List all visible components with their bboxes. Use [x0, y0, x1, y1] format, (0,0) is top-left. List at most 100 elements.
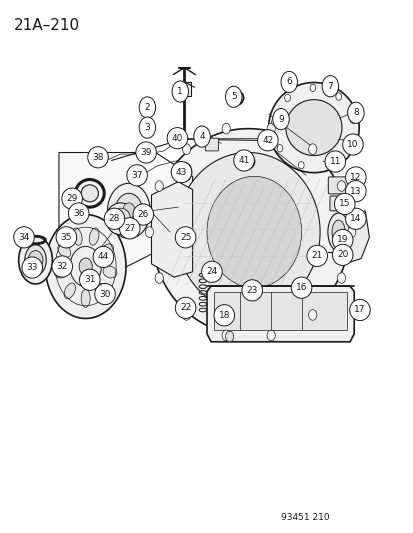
Ellipse shape	[126, 165, 147, 186]
Circle shape	[155, 181, 163, 191]
Circle shape	[345, 143, 351, 150]
Text: 22: 22	[180, 303, 191, 312]
Text: 39: 39	[140, 148, 152, 157]
Circle shape	[266, 123, 275, 134]
Circle shape	[266, 330, 275, 341]
Ellipse shape	[14, 227, 34, 248]
Circle shape	[182, 144, 190, 155]
FancyBboxPatch shape	[205, 138, 218, 151]
Circle shape	[221, 123, 230, 134]
Polygon shape	[214, 293, 346, 330]
Polygon shape	[344, 211, 368, 264]
Circle shape	[335, 93, 341, 100]
Ellipse shape	[332, 229, 352, 251]
Ellipse shape	[306, 245, 327, 266]
Text: 13: 13	[349, 187, 361, 196]
Text: 12: 12	[349, 173, 361, 182]
Text: 44: 44	[97, 253, 109, 262]
Ellipse shape	[172, 81, 188, 102]
Text: 29: 29	[66, 194, 78, 203]
FancyBboxPatch shape	[329, 196, 347, 211]
Text: 27: 27	[124, 224, 135, 233]
Ellipse shape	[93, 246, 114, 268]
Polygon shape	[59, 152, 192, 272]
Polygon shape	[151, 182, 192, 277]
Text: 36: 36	[73, 209, 84, 218]
Circle shape	[276, 118, 285, 128]
Text: 2: 2	[144, 103, 150, 112]
Text: 16: 16	[295, 283, 306, 292]
Text: 20: 20	[336, 251, 348, 260]
Ellipse shape	[257, 130, 278, 151]
FancyBboxPatch shape	[206, 266, 216, 276]
Circle shape	[225, 331, 233, 342]
Ellipse shape	[133, 204, 153, 225]
Ellipse shape	[167, 127, 187, 149]
Ellipse shape	[111, 208, 130, 229]
Ellipse shape	[139, 97, 155, 118]
Ellipse shape	[22, 257, 43, 278]
Ellipse shape	[327, 213, 349, 251]
Circle shape	[79, 258, 92, 275]
Circle shape	[122, 203, 135, 219]
Ellipse shape	[347, 102, 363, 123]
Circle shape	[176, 163, 191, 182]
Ellipse shape	[103, 266, 116, 278]
Text: 28: 28	[109, 214, 120, 223]
Text: 8: 8	[352, 108, 358, 117]
Text: 19: 19	[336, 236, 348, 245]
Ellipse shape	[72, 228, 82, 245]
Circle shape	[349, 116, 355, 124]
Circle shape	[308, 144, 316, 155]
Polygon shape	[176, 152, 319, 312]
Circle shape	[309, 84, 315, 92]
Text: 6: 6	[286, 77, 292, 86]
Text: 3: 3	[144, 123, 150, 132]
Ellipse shape	[193, 126, 210, 147]
Circle shape	[308, 310, 316, 320]
Ellipse shape	[119, 217, 140, 239]
Circle shape	[276, 144, 282, 152]
Text: 5: 5	[230, 92, 236, 101]
Text: 7: 7	[327, 82, 332, 91]
Text: 9: 9	[278, 115, 283, 124]
Circle shape	[289, 83, 293, 88]
Circle shape	[347, 227, 355, 237]
Polygon shape	[285, 100, 341, 156]
Text: 34: 34	[18, 233, 30, 242]
Circle shape	[298, 161, 304, 169]
Text: 37: 37	[131, 171, 142, 180]
Ellipse shape	[345, 167, 365, 188]
Text: 38: 38	[92, 153, 104, 162]
Text: 21A–210: 21A–210	[14, 18, 80, 34]
Circle shape	[337, 273, 345, 284]
Text: 30: 30	[99, 289, 111, 298]
Text: 15: 15	[338, 199, 350, 208]
Text: 23: 23	[246, 286, 257, 295]
Ellipse shape	[345, 208, 365, 229]
Ellipse shape	[280, 71, 297, 93]
Ellipse shape	[81, 185, 98, 202]
Text: 24: 24	[206, 268, 217, 276]
Text: 21: 21	[311, 252, 322, 261]
Circle shape	[115, 193, 142, 228]
Ellipse shape	[349, 300, 369, 320]
Text: 40: 40	[171, 134, 183, 143]
Text: 4: 4	[199, 132, 204, 141]
Circle shape	[155, 273, 163, 284]
Circle shape	[182, 229, 192, 242]
Polygon shape	[206, 286, 354, 342]
Ellipse shape	[237, 154, 254, 169]
Text: 43: 43	[176, 167, 187, 176]
Text: 32: 32	[57, 262, 68, 271]
Circle shape	[334, 88, 337, 92]
Polygon shape	[151, 128, 349, 335]
Text: 14: 14	[349, 214, 361, 223]
Ellipse shape	[56, 227, 76, 248]
Circle shape	[45, 215, 126, 318]
Ellipse shape	[95, 284, 115, 305]
Ellipse shape	[52, 256, 72, 277]
Ellipse shape	[332, 244, 352, 265]
Ellipse shape	[241, 280, 262, 301]
Ellipse shape	[272, 109, 289, 130]
